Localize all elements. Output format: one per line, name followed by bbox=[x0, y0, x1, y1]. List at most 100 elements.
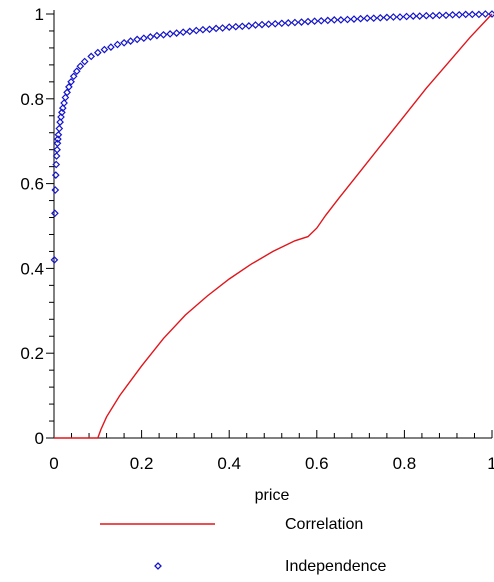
independence-point bbox=[442, 11, 450, 20]
y-tick-label: 0.8 bbox=[20, 90, 44, 109]
independence-point bbox=[271, 19, 280, 28]
legend: Correlation Independence bbox=[100, 516, 387, 575]
independence-point bbox=[429, 11, 437, 20]
independence-point bbox=[343, 15, 352, 24]
independence-point bbox=[107, 43, 115, 51]
independence-point bbox=[57, 113, 65, 121]
independence-point bbox=[146, 33, 155, 41]
independence-point bbox=[435, 11, 444, 20]
independence-point bbox=[422, 11, 431, 20]
independence-point bbox=[51, 171, 60, 179]
ticks bbox=[46, 13, 493, 439]
independence-point bbox=[291, 18, 299, 27]
independence-point bbox=[63, 88, 71, 97]
independence-point bbox=[51, 209, 59, 218]
independence-point bbox=[159, 30, 168, 39]
independence-point bbox=[166, 30, 174, 38]
independence-point bbox=[61, 93, 70, 102]
independence-point bbox=[350, 15, 358, 23]
independence-point bbox=[60, 99, 68, 107]
independence-point bbox=[52, 152, 61, 160]
x-tick-label: 1 bbox=[487, 454, 494, 473]
y-tick-label: 0.2 bbox=[20, 344, 44, 363]
independence-point bbox=[120, 38, 128, 47]
y-tick-label: 0.6 bbox=[20, 175, 44, 194]
legend-independence-swatch bbox=[154, 562, 162, 570]
independence-point bbox=[205, 25, 214, 34]
independence-point bbox=[113, 40, 122, 49]
independence-point bbox=[53, 145, 61, 154]
independence-point bbox=[383, 13, 391, 22]
independence-point bbox=[304, 17, 312, 26]
independence-point bbox=[402, 12, 411, 21]
independence-point bbox=[369, 14, 378, 23]
independence-point bbox=[310, 17, 319, 26]
independence-point bbox=[212, 24, 220, 33]
independence-point bbox=[80, 57, 89, 66]
independence-point bbox=[264, 20, 273, 29]
independence-point bbox=[50, 256, 59, 264]
legend-correlation-label: Correlation bbox=[285, 516, 363, 533]
independence-point bbox=[461, 10, 470, 19]
independence-point bbox=[448, 10, 457, 19]
independence-point bbox=[67, 77, 75, 86]
independence-point bbox=[52, 160, 61, 169]
independence-point bbox=[69, 72, 78, 81]
independence-point bbox=[297, 18, 306, 26]
x-tick-label: 0.6 bbox=[305, 454, 329, 473]
x-tick-label: 0.2 bbox=[130, 454, 154, 473]
y-tick-label: 1 bbox=[35, 5, 44, 24]
independence-point bbox=[172, 29, 181, 37]
independence-point bbox=[53, 139, 62, 148]
independence-point bbox=[58, 108, 66, 117]
independence-point bbox=[51, 186, 60, 194]
x-axis-title: price bbox=[255, 487, 290, 504]
independence-point bbox=[356, 14, 365, 23]
independence-point bbox=[284, 19, 293, 27]
independence-point bbox=[199, 25, 207, 34]
independence-point bbox=[455, 10, 464, 19]
independence-point bbox=[76, 62, 85, 71]
independence-point bbox=[245, 22, 253, 30]
independence-point bbox=[218, 24, 227, 32]
independence-point bbox=[55, 124, 64, 133]
independence-point bbox=[72, 67, 81, 76]
independence-point bbox=[389, 13, 398, 21]
independence-point bbox=[153, 31, 161, 40]
independence-point bbox=[139, 34, 148, 43]
independence-point bbox=[54, 130, 63, 139]
independence-point bbox=[396, 13, 404, 21]
independence-point bbox=[185, 27, 194, 36]
independence-point bbox=[192, 26, 201, 35]
independence-point bbox=[258, 20, 266, 29]
independence-point bbox=[225, 23, 234, 31]
x-tick-label: 0 bbox=[49, 454, 58, 473]
independence-point bbox=[337, 16, 345, 24]
series-layer bbox=[50, 10, 494, 439]
independence-point bbox=[58, 104, 67, 112]
legend-independence-label: Independence bbox=[285, 558, 387, 575]
independence-point bbox=[330, 16, 339, 24]
independence-point bbox=[409, 12, 418, 20]
independence-point bbox=[475, 10, 483, 19]
independence-point bbox=[415, 12, 424, 20]
axes bbox=[53, 10, 492, 439]
independence-point bbox=[251, 21, 260, 29]
independence-point bbox=[65, 83, 73, 91]
independence-point bbox=[87, 52, 96, 61]
independence-point bbox=[133, 35, 142, 44]
independence-point bbox=[376, 13, 385, 22]
correlation-line bbox=[54, 13, 493, 439]
independence-point bbox=[93, 48, 102, 57]
independence-point bbox=[277, 19, 286, 28]
independence-point bbox=[238, 22, 247, 31]
independence-point bbox=[481, 10, 490, 18]
independence-point bbox=[100, 45, 109, 54]
independence-point bbox=[488, 10, 494, 18]
independence-point bbox=[363, 14, 372, 23]
independence-point bbox=[54, 135, 62, 143]
independence-point bbox=[317, 16, 326, 25]
tick-labels: 0 0.2 0.4 0.6 0.8 1 0 0.2 0.4 0.6 0.8 1 bbox=[20, 5, 494, 473]
independence-point bbox=[179, 28, 188, 37]
